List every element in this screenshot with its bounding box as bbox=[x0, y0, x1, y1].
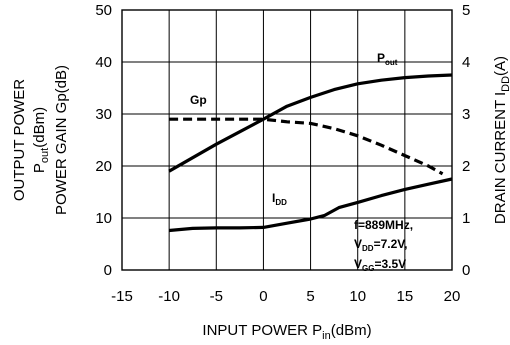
x-axis-title: INPUT POWER Pin(dBm) bbox=[202, 322, 371, 342]
y-right-tick-label: 1 bbox=[462, 210, 470, 227]
x-tick-label: 5 bbox=[306, 288, 314, 305]
annotation-vgg: VGG=3.5V bbox=[354, 257, 406, 273]
grid bbox=[122, 10, 452, 270]
y-right-tick-label: 5 bbox=[462, 2, 470, 19]
x-tick-label: -10 bbox=[158, 288, 180, 305]
series-line-gp bbox=[169, 117, 444, 176]
x-tick-label: 20 bbox=[444, 288, 461, 305]
y-left-title-line3: POWER GAIN Gp(dB) bbox=[53, 65, 70, 215]
x-tick-label: 10 bbox=[349, 288, 366, 305]
x-tick-label: -5 bbox=[210, 288, 223, 305]
annotation-idd: IDD bbox=[272, 191, 287, 207]
annotation-pout: Pout bbox=[377, 51, 398, 67]
y-left-title-line2: Pout(dBm) bbox=[31, 107, 51, 173]
y-left-title-line1: OUTPUT POWER bbox=[11, 79, 28, 201]
annotation-vdd: VDD=7.2V, bbox=[354, 237, 408, 253]
y-left-tick-label: 10 bbox=[95, 210, 112, 227]
y-left-tick-label: 30 bbox=[95, 106, 112, 123]
y-right-tick-label: 4 bbox=[462, 54, 470, 71]
series-line-idd bbox=[168, 177, 453, 233]
annotation-gp: Gp bbox=[190, 93, 207, 107]
series-line-pout bbox=[168, 73, 453, 173]
x-tick-label: 0 bbox=[259, 288, 267, 305]
y-right-tick-label: 3 bbox=[462, 106, 470, 123]
series-layer bbox=[168, 73, 453, 233]
y-right-tick-label: 0 bbox=[462, 262, 470, 279]
y-right-title: DRAIN CURRENT IDD(A) bbox=[492, 56, 510, 224]
y-left-tick-label: 40 bbox=[95, 54, 112, 71]
y-left-tick-label: 50 bbox=[95, 2, 112, 19]
plot-frame bbox=[121, 9, 453, 271]
x-tick-label: 15 bbox=[397, 288, 414, 305]
y-left-tick-label: 0 bbox=[104, 262, 112, 279]
x-tick-label: -15 bbox=[111, 288, 133, 305]
y-right-tick-label: 2 bbox=[462, 158, 470, 175]
y-left-tick-label: 20 bbox=[95, 158, 112, 175]
annotation-freq: f=889MHz, bbox=[354, 218, 413, 232]
